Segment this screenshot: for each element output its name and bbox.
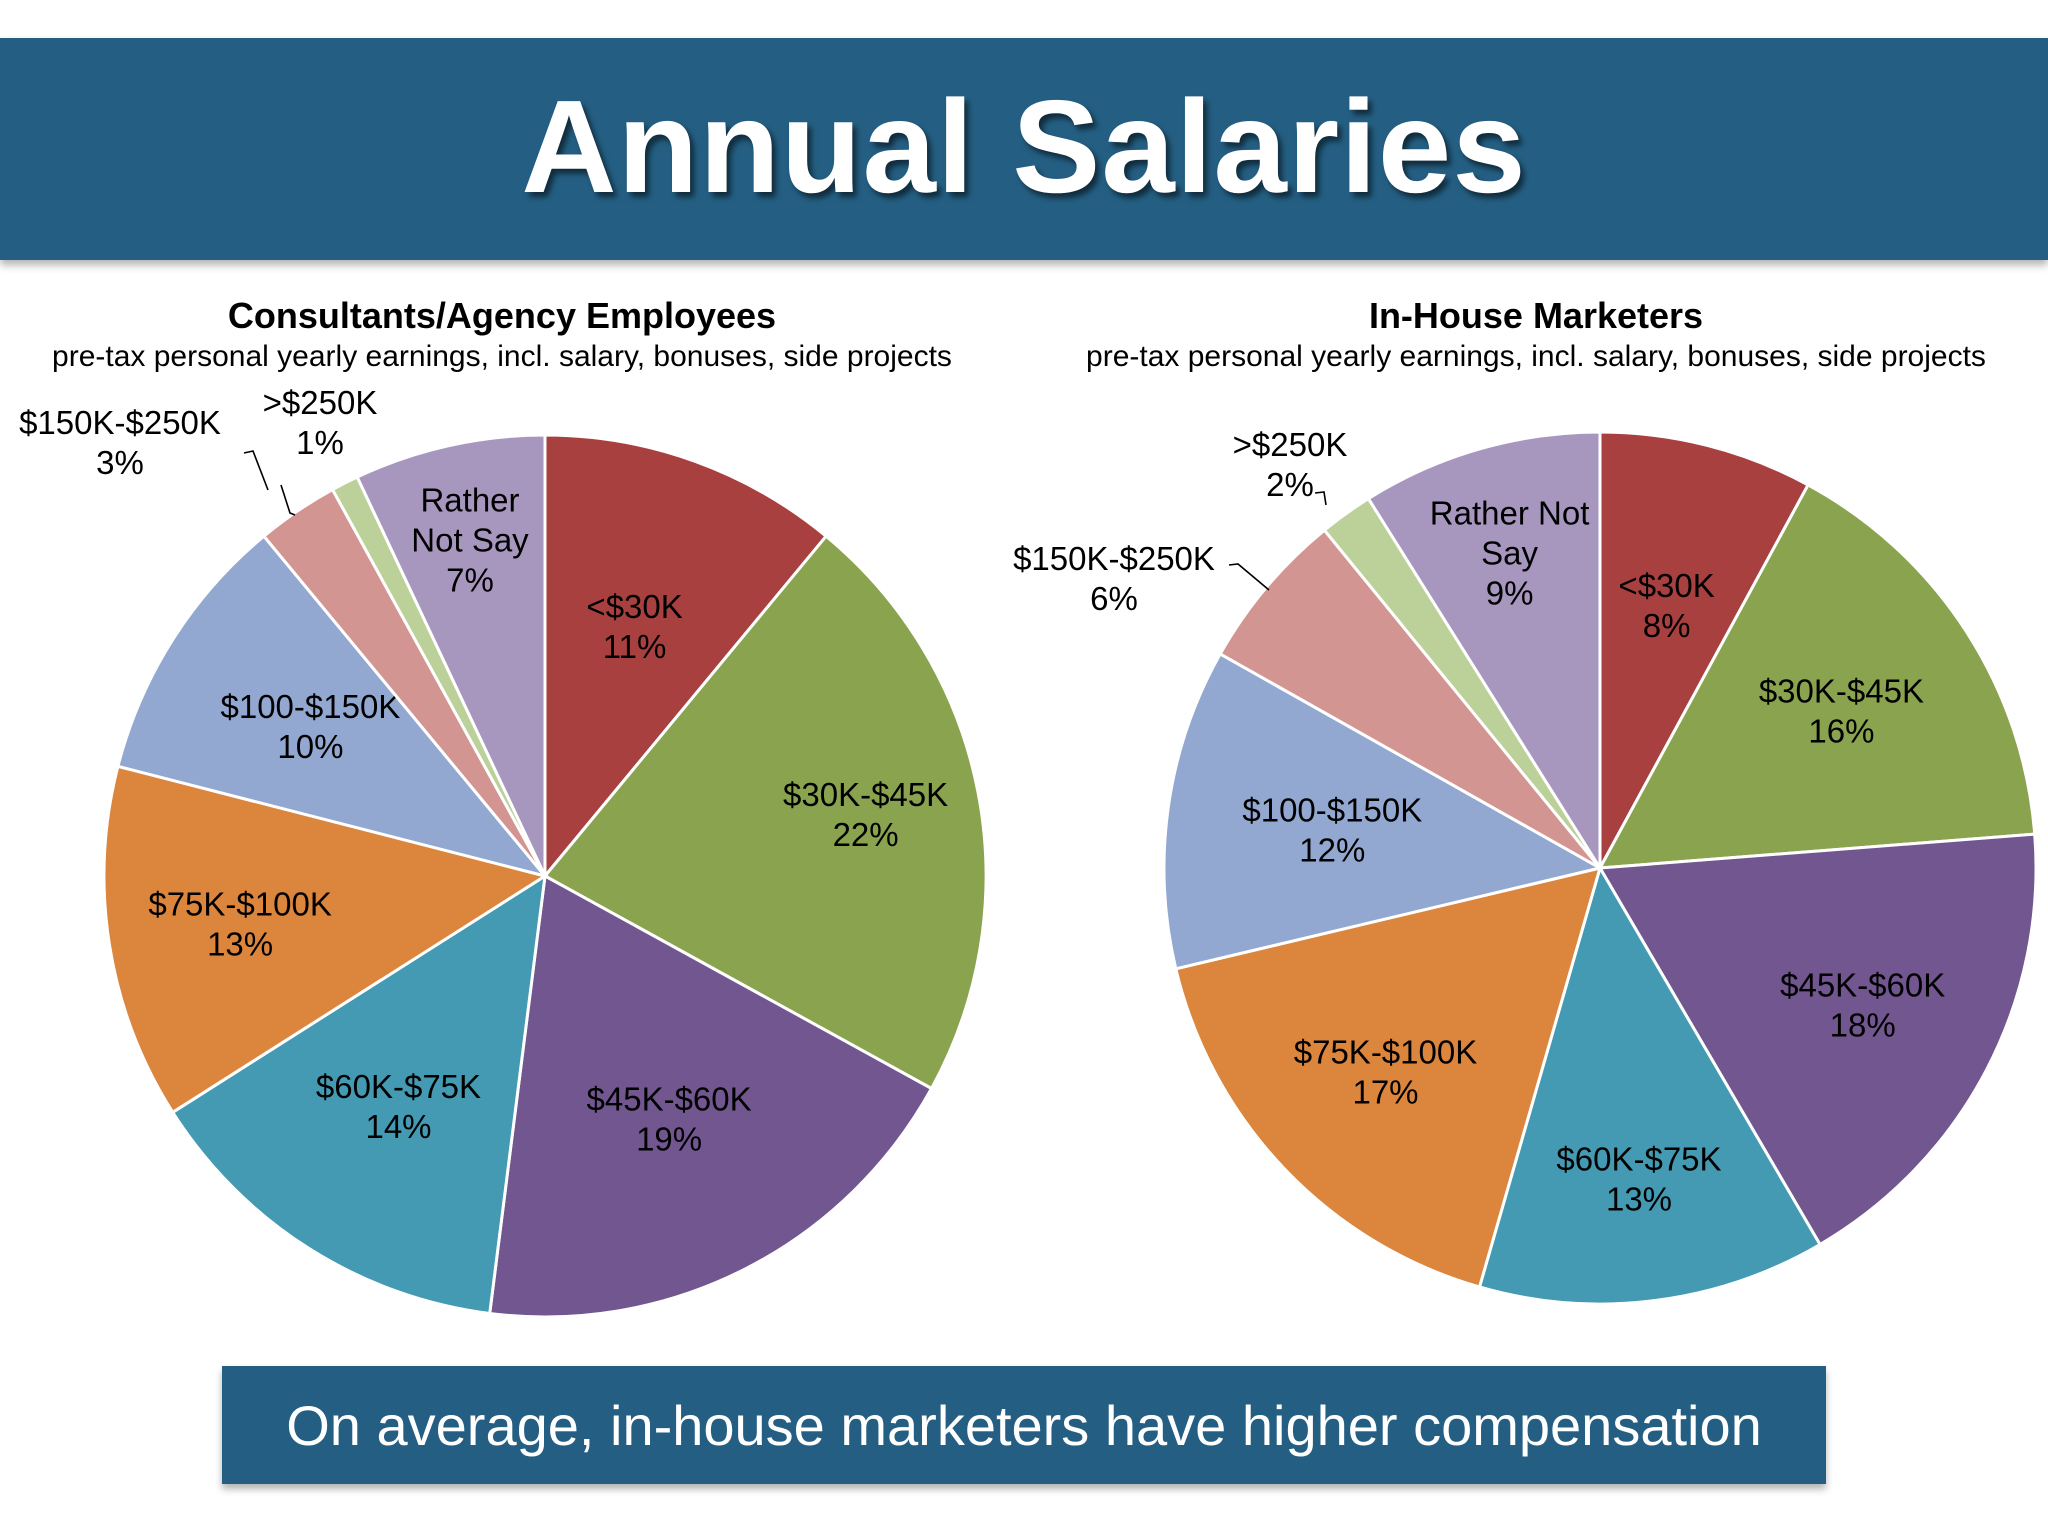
slice-percent: 19% — [636, 1121, 702, 1158]
slice-percent: 18% — [1830, 1007, 1896, 1044]
slice-category: $60K-$75K — [316, 1068, 481, 1105]
leader-line — [280, 484, 296, 516]
slice-category: $30K-$45K — [1759, 672, 1924, 709]
pie-slice — [1598, 430, 1811, 869]
slice-percent: 9% — [1486, 575, 1534, 612]
slice-percent: 7% — [446, 561, 494, 598]
slice-label: >$250K 1% — [263, 384, 378, 461]
slice-percent: 13% — [1606, 1181, 1672, 1218]
slice-label: $30K-$45K 16% — [1759, 672, 1924, 749]
footer-banner: On average, in-house marketers have high… — [222, 1366, 1826, 1484]
pie-slice — [170, 873, 547, 1316]
slice-label: $100-$150K 10% — [220, 688, 400, 765]
chart-title: Consultants/Agency Employees — [227, 295, 777, 336]
slice-percent: 6% — [1090, 580, 1138, 617]
chart-subtitle: pre-tax personal yearly earnings, incl. … — [1086, 340, 1986, 373]
page-title: Annual Salaries — [521, 72, 1527, 220]
slice-category: $75K-$100K — [148, 885, 331, 922]
pie-slice — [355, 433, 547, 877]
slice-category: $45K-$60K — [1780, 967, 1945, 1004]
slice-category: Say — [1481, 535, 1538, 572]
slice-label: $60K-$75K 13% — [1556, 1141, 1721, 1218]
pie-slice — [102, 764, 549, 1115]
pie-slice — [1173, 865, 1603, 1289]
slice-category: $150K-$250K — [1013, 540, 1215, 577]
slice-label: $45K-$60K 19% — [587, 1081, 752, 1158]
title-banner: Annual Salaries — [0, 38, 2048, 260]
chart-title: In-House Marketers — [1368, 295, 1704, 336]
slice-category: $45K-$60K — [587, 1081, 752, 1118]
slice-category: >$250K — [263, 384, 378, 421]
slice-percent: 2% — [1266, 466, 1314, 503]
slice-label: $150K-$250K 6% — [1013, 540, 1215, 617]
slice-label: $150K-$250K 3% — [19, 404, 221, 481]
slice-label: $75K-$100K 17% — [1294, 1034, 1477, 1111]
slice-category: <$30K — [1618, 567, 1714, 604]
pie-slice — [1162, 651, 1605, 971]
slice-category: $100-$150K — [1242, 791, 1422, 828]
slice-percent: 1% — [296, 424, 344, 461]
slice-label: Rather Not Say 7% — [411, 481, 529, 598]
chart-subtitle: pre-tax personal yearly earnings, incl. … — [52, 340, 952, 373]
slice-category: >$250K — [1233, 426, 1348, 463]
slice-label: <$30K 11% — [586, 588, 682, 665]
slice-category: $75K-$100K — [1294, 1034, 1477, 1071]
slice-percent: 13% — [207, 925, 273, 962]
pie-slice — [116, 534, 550, 879]
slice-label: >$250K 2% — [1233, 426, 1348, 503]
pie-slice — [1597, 832, 2038, 1247]
pie-slice — [542, 534, 988, 1091]
slice-label: <$30K 8% — [1618, 567, 1714, 644]
slice-category: Not Say — [411, 521, 529, 558]
slice-label: $45K-$60K 18% — [1780, 967, 1945, 1044]
leader-line — [243, 450, 269, 491]
footer-caption: On average, in-house marketers have high… — [286, 1393, 1762, 1457]
slice-category: Rather — [420, 481, 519, 518]
slice-category: <$30K — [586, 588, 682, 625]
slice-category: $60K-$75K — [1556, 1141, 1721, 1178]
slice-percent: 3% — [96, 444, 144, 481]
slice-category: $30K-$45K — [783, 776, 948, 813]
pie-slice — [1366, 430, 1602, 874]
slice-label: $30K-$45K 22% — [783, 776, 948, 853]
slice-percent: 14% — [365, 1108, 431, 1145]
pie-chart-consultants: <$30K 11% $30K-$45K 22% $45K-$60K 19% $60K-$75… — [19, 384, 988, 1319]
pie-slice — [488, 873, 934, 1319]
leader-line — [1228, 563, 1270, 591]
slice-percent: 17% — [1352, 1074, 1418, 1111]
slice-percent: 11% — [603, 628, 667, 665]
slice-label: $75K-$100K 13% — [148, 885, 331, 962]
pie-slice — [1597, 482, 2037, 870]
slice-label: $60K-$75K 14% — [316, 1068, 481, 1145]
slice-percent: 8% — [1643, 607, 1691, 644]
slice-percent: 10% — [277, 728, 343, 765]
slice-category: $100-$150K — [220, 688, 400, 725]
leader-line — [1314, 491, 1327, 506]
slice-label: $100-$150K 12% — [1242, 791, 1422, 868]
pie-slice — [1477, 864, 1823, 1306]
slice-percent: 16% — [1808, 712, 1874, 749]
pie-chart-in-house: <$30K 8% $30K-$45K 16% $45K-$60K 18% $60K-$75K… — [1013, 426, 2038, 1306]
slice-category: Rather Not — [1430, 495, 1590, 532]
slice-percent: 22% — [833, 816, 899, 853]
pie-slice — [543, 433, 829, 881]
slice-category: $150K-$250K — [19, 404, 221, 441]
slice-percent: 12% — [1299, 831, 1365, 868]
slice-label: Rather Not Say 9% — [1430, 495, 1590, 612]
